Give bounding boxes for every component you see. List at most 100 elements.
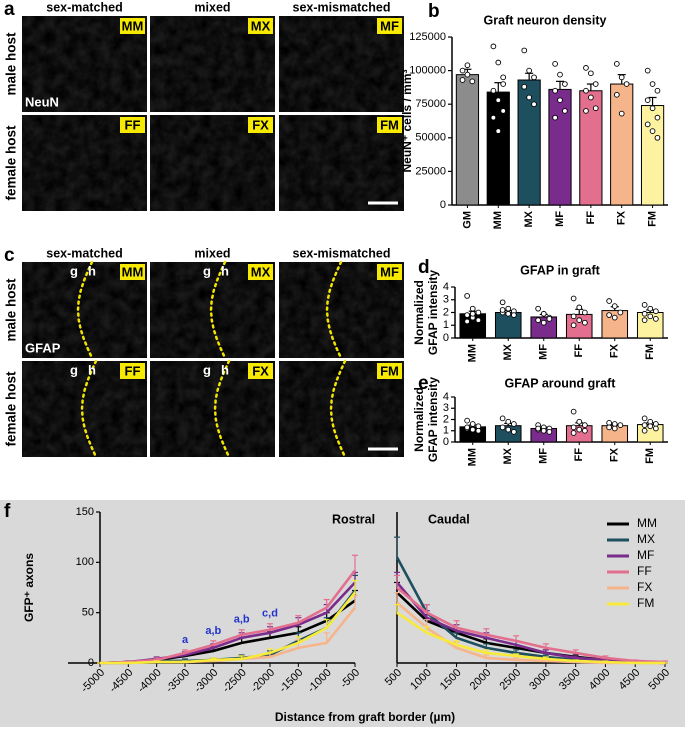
column-header: sex-matched (46, 246, 122, 260)
data-point (606, 424, 612, 431)
column-header: mixed (194, 0, 230, 14)
y-tick-label: 75000 (415, 98, 446, 110)
data-point (557, 71, 563, 78)
group-tag: FM (380, 117, 399, 132)
data-point (535, 305, 541, 312)
data-point (459, 67, 466, 74)
data-point (475, 427, 482, 434)
data-point (540, 427, 547, 434)
y-tick-label: 4 (443, 391, 449, 403)
data-point (613, 61, 620, 67)
y-tick-label: 150 (76, 506, 94, 518)
data-point (653, 308, 659, 315)
data-point (552, 61, 558, 67)
stain-label: NeuN (25, 94, 59, 109)
row-label: female host (4, 125, 19, 201)
group-tag: MX (251, 264, 271, 279)
data-point (570, 313, 577, 320)
bar (455, 74, 480, 206)
data-point (647, 423, 654, 430)
y-axis-label: GFP⁺ axons (22, 553, 36, 622)
data-point (611, 425, 618, 432)
border-label: h (221, 362, 229, 377)
data-point (570, 322, 577, 329)
series-line (100, 591, 357, 665)
chart-title: Rostral (332, 512, 375, 526)
data-point (611, 314, 618, 321)
y-tick-label: 25000 (415, 165, 446, 177)
legend-label: FX (637, 580, 652, 594)
chart-title: Caudal (428, 512, 470, 526)
group-tag: MM (122, 264, 144, 279)
data-point (535, 425, 541, 432)
data-point (500, 81, 507, 87)
x-tick-label: GM (461, 211, 473, 229)
border-label: h (88, 362, 96, 377)
data-point (500, 108, 507, 114)
x-tick-label: FX (616, 210, 628, 225)
data-point (644, 67, 651, 74)
series-line (396, 586, 666, 664)
data-point (499, 299, 506, 306)
row-label: male host (4, 32, 19, 96)
tag-background (377, 363, 402, 379)
group-tag: MF (380, 264, 399, 279)
data-point (588, 70, 594, 77)
panel-letter: d (418, 257, 430, 278)
y-tick-label: 0 (440, 199, 446, 211)
data-point (606, 312, 612, 318)
data-point (592, 105, 599, 112)
tag-background (248, 117, 273, 133)
graft-border (329, 359, 347, 459)
y-tick-label: 3 (443, 294, 449, 306)
tag-background (120, 363, 145, 379)
data-point (490, 43, 497, 50)
panel-letter: f (4, 501, 11, 522)
stain-label: GFAP (25, 340, 61, 355)
data-point (464, 293, 470, 299)
panel-letter: b (428, 1, 440, 22)
legend-label: MX (637, 532, 655, 546)
x-tick-label: FX (609, 343, 621, 358)
data-point (618, 110, 625, 117)
data-point (641, 422, 648, 428)
data-point (511, 421, 517, 427)
graft-border (213, 359, 231, 459)
data-point (592, 81, 599, 87)
x-tick-label: MF (538, 448, 550, 464)
tag-background (377, 264, 402, 280)
legend-label: FF (637, 564, 652, 578)
data-point (546, 429, 553, 435)
x-tick-label: MM (467, 344, 479, 362)
series-line (99, 569, 357, 665)
data-point (459, 77, 466, 83)
tag-background (120, 18, 145, 34)
data-point (641, 415, 648, 422)
panel-letter: e (418, 373, 429, 394)
data-point (535, 317, 541, 324)
x-tick-label: FF (585, 211, 597, 225)
border-label: g (70, 263, 78, 278)
x-axis-label: Distance from graft border (µm) (275, 710, 455, 724)
data-point (576, 418, 583, 425)
data-point (647, 313, 654, 320)
data-point (623, 81, 630, 87)
y-tick-label: 1 (443, 319, 449, 331)
data-point (540, 310, 547, 317)
data-point (505, 310, 512, 317)
annotation: a,b (205, 625, 221, 637)
bar (601, 310, 629, 339)
data-point (570, 424, 577, 431)
data-point (464, 71, 471, 78)
y-tick-label: 1 (443, 425, 449, 437)
data-point (499, 424, 506, 431)
data-point (531, 101, 537, 108)
y-tick-label: 4 (443, 281, 449, 293)
data-point (576, 426, 583, 433)
data-point (644, 121, 651, 128)
data-point (557, 97, 563, 104)
graft-border (76, 260, 94, 360)
data-point (469, 421, 476, 427)
y-axis-label: Normalized (412, 280, 426, 345)
